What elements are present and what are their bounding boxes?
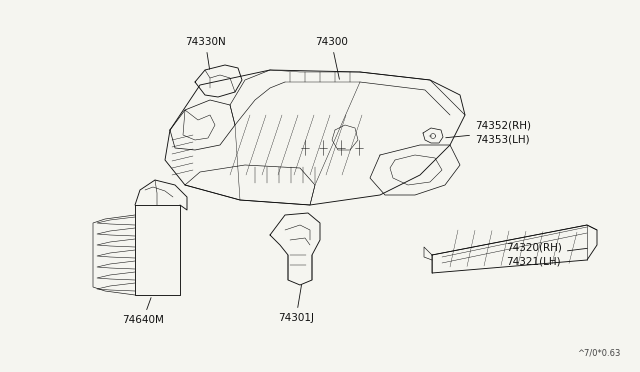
Text: 74301J: 74301J: [278, 285, 314, 323]
Text: 74352(RH)
74353(LH): 74352(RH) 74353(LH): [446, 120, 531, 144]
Text: 74640M: 74640M: [122, 298, 164, 325]
Text: 74300: 74300: [315, 37, 348, 79]
Text: ^7/0*0.63: ^7/0*0.63: [577, 349, 620, 358]
Text: 74320(RH)
74321(LH): 74320(RH) 74321(LH): [506, 243, 588, 267]
Text: 74330N: 74330N: [185, 37, 226, 69]
